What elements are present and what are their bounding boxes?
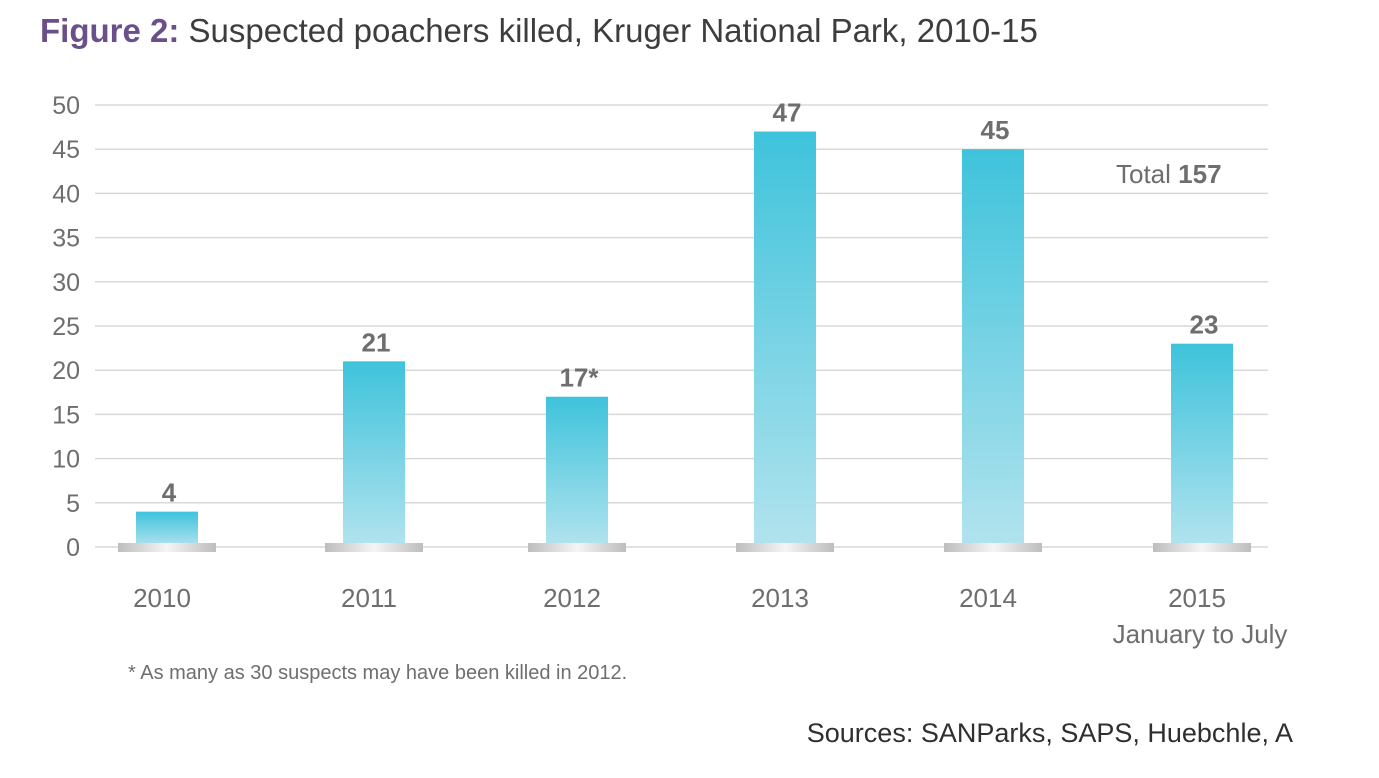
data-label: 21 [362, 327, 391, 357]
bar-base [736, 543, 834, 552]
data-label: 45 [981, 115, 1010, 145]
y-tick-label: 25 [52, 313, 80, 341]
chart-title: Figure 2: Suspected poachers killed, Kru… [40, 12, 1038, 50]
data-label: 23 [1190, 310, 1219, 340]
total-label: Total [1116, 159, 1178, 189]
y-tick-label: 30 [52, 269, 80, 297]
y-tick-label: 50 [52, 92, 80, 120]
figure-label: Figure 2: [40, 12, 180, 49]
x-tick-label: 2010 [133, 583, 191, 613]
x-tick-label: 2013 [751, 583, 809, 613]
bar-base [944, 543, 1042, 552]
y-tick-label: 45 [52, 136, 80, 164]
x-tick-label: 2011 [341, 583, 397, 613]
x-tick-label: 2012 [543, 583, 601, 613]
data-label: 47 [773, 98, 802, 128]
total-value: 157 [1178, 159, 1221, 189]
bar-2010 [136, 511, 198, 547]
y-tick-label: 15 [52, 401, 80, 429]
x-tick-label: 2014 [959, 583, 1017, 613]
bar-2011 [343, 361, 405, 547]
bar-2015 [1171, 343, 1233, 547]
y-tick-label: 35 [52, 225, 80, 253]
y-tick-label: 10 [52, 446, 80, 474]
total-annotation: Total 157 [1116, 159, 1222, 189]
bar-2012 [546, 396, 608, 547]
sources: Sources: SANParks, SAPS, Huebchle, A [806, 718, 1293, 748]
y-tick-label: 20 [52, 357, 80, 385]
y-tick-label: 5 [66, 490, 80, 518]
data-label: 17* [559, 363, 599, 393]
footnote: * As many as 30 suspects may have been k… [128, 662, 628, 684]
data-label: 4 [162, 478, 177, 508]
title-text: Suspected poachers killed, Kruger Nation… [188, 12, 1038, 49]
y-tick-label: 40 [52, 180, 80, 208]
bar-base [1153, 543, 1251, 552]
bar-2013 [754, 131, 816, 547]
bar-base [118, 543, 216, 552]
bar-2014 [962, 149, 1024, 547]
x-tick-sublabel: January to July [1113, 619, 1288, 649]
bar-base [325, 543, 423, 552]
bar-base [528, 543, 626, 552]
y-tick-label: 0 [66, 534, 80, 562]
x-tick-label: 2015 [1168, 583, 1226, 613]
